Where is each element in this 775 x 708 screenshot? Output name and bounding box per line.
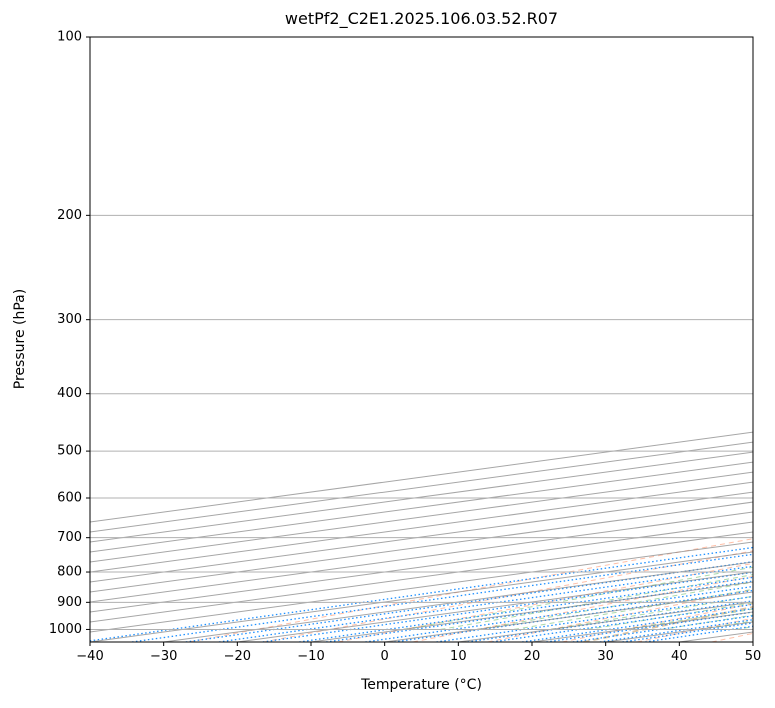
x-tick-label: 40	[671, 649, 688, 664]
y-tick-label: 400	[57, 386, 82, 401]
mixing-ratio-line	[645, 625, 753, 642]
isotherm-line	[90, 481, 753, 573]
isotherm-line	[90, 521, 753, 613]
x-tick-label: 30	[597, 649, 614, 664]
isotherm-line	[531, 611, 753, 642]
y-tick-label: 1000	[49, 622, 82, 637]
isotherm-line	[90, 531, 753, 623]
isotherm-line	[90, 471, 753, 563]
plot-frame	[89, 36, 754, 643]
mixing-ratio-line	[522, 607, 753, 642]
dry-adiabat-line	[338, 562, 753, 642]
dry-adiabat-line	[487, 589, 753, 642]
dry-adiabat-line	[562, 603, 753, 642]
x-tick-label: −10	[297, 649, 324, 664]
y-tick-label: 600	[57, 491, 82, 506]
moist-adiabat-line	[624, 608, 753, 630]
moist-adiabat-line	[477, 581, 753, 630]
y-tick-label: 200	[57, 208, 82, 223]
x-tick-label: 50	[745, 649, 762, 664]
moist-adiabat-line	[403, 566, 753, 630]
x-tick-label: 20	[524, 649, 541, 664]
y-tick-label: 900	[57, 595, 82, 610]
dry-adiabat-line	[711, 632, 753, 642]
mixing-ratio-line	[131, 553, 753, 642]
isotherm-line	[90, 501, 753, 593]
x-tick-label: 10	[450, 649, 467, 664]
isotherm-line	[384, 591, 753, 642]
isotherm-line	[90, 511, 753, 603]
y-tick-label: 800	[57, 565, 82, 580]
isotherm-line	[310, 581, 753, 642]
isotherm-line	[679, 631, 753, 642]
moist-adiabat-line	[661, 614, 753, 630]
dry-adiabat-line	[263, 550, 753, 642]
moist-adiabat-line	[440, 574, 753, 630]
x-tick-label: 0	[381, 649, 389, 664]
isotherm-line	[90, 461, 753, 553]
isotherm-line	[752, 641, 753, 642]
y-axis-label: Pressure (hPa)	[12, 288, 28, 390]
mixing-ratio-line	[90, 546, 753, 642]
isotherm-line	[90, 451, 753, 543]
dry-adiabat-line	[636, 617, 753, 642]
mixing-ratio-line	[492, 603, 753, 642]
dry-adiabat-line	[412, 575, 753, 642]
y-tick-label: 300	[57, 312, 82, 327]
y-tick-label: 100	[57, 30, 82, 45]
x-tick-label: −20	[224, 649, 251, 664]
y-tick-label: 500	[57, 444, 82, 459]
y-tick-label: 700	[57, 530, 82, 545]
isotherm-line	[90, 491, 753, 583]
isotherm-line	[605, 621, 753, 642]
x-tick-label: −30	[150, 649, 177, 664]
x-tick-label: −40	[76, 649, 103, 664]
isotherm-line	[90, 541, 753, 633]
chart-title: wetPf2_C2E1.2025.106.03.52.R07	[284, 9, 559, 28]
moist-adiabat-line	[698, 620, 753, 630]
isotherm-line	[90, 551, 753, 642]
x-axis-label: Temperature (°C)	[361, 677, 482, 693]
moist-adiabat-line	[513, 588, 753, 630]
mixing-ratio-line	[436, 595, 753, 642]
